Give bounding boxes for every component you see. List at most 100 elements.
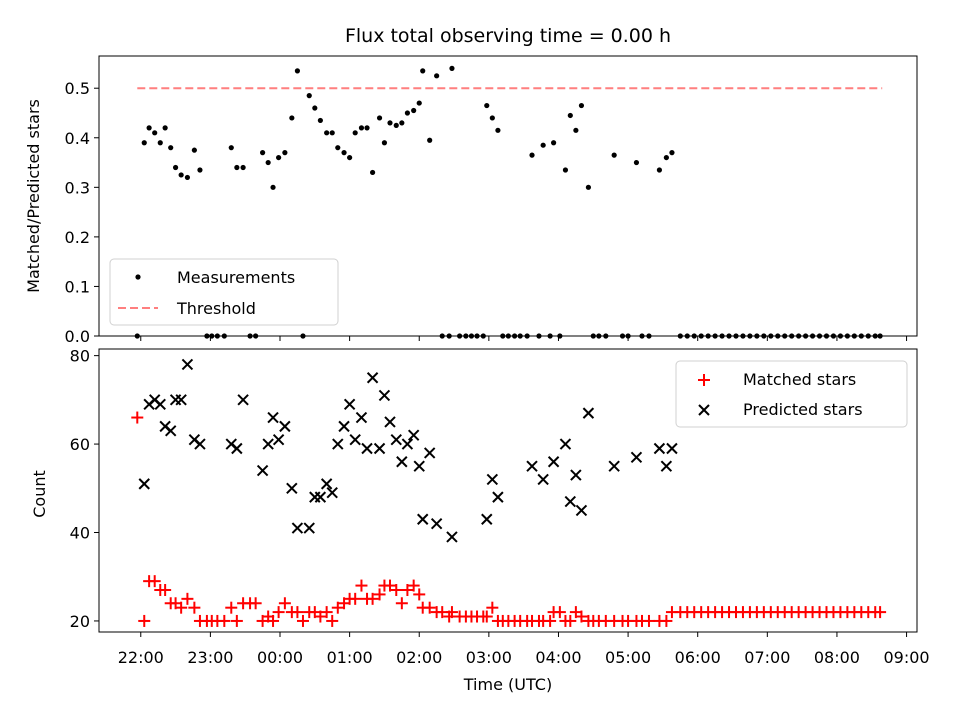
matched-star-point [383, 579, 396, 592]
predicted-star-point [570, 469, 582, 481]
top-x-axis-ticks [140, 336, 908, 341]
measurement-point [393, 122, 399, 128]
matched-star-point [564, 614, 577, 627]
measurement-point [369, 169, 376, 176]
matched-star-point [278, 597, 291, 610]
predicted-star-point [564, 495, 577, 508]
measurement-point [573, 127, 579, 133]
top-y-tick-label: 0.4 [65, 129, 90, 148]
top-y-tick-label: 0.2 [65, 228, 90, 247]
measurement-point [611, 152, 617, 158]
predicted-star-point [361, 442, 373, 455]
predicted-star-point [272, 433, 285, 446]
measurement-point [347, 154, 353, 161]
matched-star-point [660, 614, 673, 627]
top-y-axis: 0.0 0.1 0.2 0.3 0.4 0.5 [65, 79, 99, 346]
legend-label-measurements: Measurements [177, 268, 295, 287]
bottom-y-tick-label: 40 [70, 524, 90, 543]
measurement-point [495, 127, 501, 133]
predicted-star-point [430, 517, 443, 530]
measurement-point [567, 112, 573, 119]
predicted-star-point [326, 487, 338, 499]
top-y-tick-label: 0.3 [65, 178, 90, 197]
bottom-x-tick-label: 22:00 [118, 648, 164, 667]
predicted-star-point [332, 438, 344, 450]
predicted-star-point [660, 460, 673, 472]
matched-star-point [331, 601, 344, 614]
measurement-point [387, 120, 393, 126]
predicted-star-point [378, 389, 391, 402]
measurement-point [197, 167, 203, 173]
matched-star-point [296, 614, 309, 627]
predicted-star-point [181, 358, 194, 371]
measurement-point [162, 125, 168, 131]
bottom-y-tick-label: 60 [70, 435, 90, 454]
matched-star-point [291, 606, 304, 619]
measurement-point [484, 102, 490, 109]
measurement-point [152, 130, 158, 136]
measurement-point [168, 145, 174, 151]
measurement-point [550, 140, 557, 146]
bottom-legend-box [675, 360, 908, 428]
legend-marker-predicted [698, 404, 710, 416]
measurement-point [265, 159, 271, 166]
measurement-point [228, 145, 234, 151]
predicted-star-point [384, 416, 396, 428]
measurement-point [404, 110, 411, 116]
measurement-point [364, 125, 370, 131]
measurement-point [178, 172, 184, 178]
predicted-star-point [537, 473, 549, 486]
bottom-x-tick-label: 01:00 [327, 648, 373, 667]
bottom-plot-area [131, 358, 887, 627]
measurement-point [335, 145, 341, 151]
measurement-point [270, 184, 276, 190]
bottom-x-tick-label: 00:00 [257, 648, 303, 667]
predicted-star-point [154, 398, 166, 410]
matched-star-point [423, 601, 436, 614]
predicted-star-point [355, 411, 368, 424]
matched-star-point [349, 592, 362, 605]
legend-marker-matched [698, 374, 710, 386]
bottom-x-tick-label: 05:00 [605, 648, 651, 667]
predicted-star-point [413, 460, 425, 472]
measurement-point [529, 152, 535, 158]
predicted-star-point [653, 442, 666, 455]
measurement-point [434, 73, 440, 79]
measurement-point [312, 105, 318, 111]
matched-star-point [401, 583, 414, 596]
predicted-star-point [486, 473, 499, 486]
measurement-point [399, 120, 405, 126]
predicted-star-point [338, 420, 350, 433]
matched-star-point [413, 588, 426, 601]
matched-star-point [553, 606, 566, 619]
measurement-point [656, 167, 663, 173]
bottom-x-tick-label: 04:00 [535, 648, 581, 667]
matched-star-point [366, 592, 379, 605]
top-y-tick-label: 0.1 [65, 277, 90, 296]
bottom-axes-frame [98, 348, 918, 633]
predicted-star-point [291, 522, 304, 534]
bottom-x-tick-label: 08:00 [814, 648, 860, 667]
top-y-axis-label: Matched/Predicted stars [24, 99, 43, 293]
predicted-star-point [262, 438, 274, 450]
predicted-star-point [373, 442, 386, 455]
bottom-y-tick-label: 80 [70, 347, 90, 366]
measurement-point [352, 130, 358, 136]
matched-star-point [314, 610, 327, 623]
measurement-point [376, 115, 383, 121]
measurement-point [449, 65, 455, 71]
matched-star-point [326, 614, 339, 627]
bottom-x-axis: 22:00 23:00 00:00 01:00 02:00 03:00 04:00 05:00… [118, 632, 930, 667]
top-y-tick-label: 0.5 [65, 79, 90, 98]
measurement-point [146, 125, 152, 131]
predicted-star-point [231, 442, 243, 455]
measurement-point [562, 167, 569, 173]
predicted-star-point [175, 394, 187, 406]
predicted-star-point [314, 491, 327, 503]
predicted-star-point [279, 420, 291, 433]
measurement-point [184, 174, 191, 181]
measurement-point [240, 164, 246, 171]
predicted-star-point [547, 456, 560, 468]
bottom-x-tick-label: 06:00 [675, 648, 721, 667]
